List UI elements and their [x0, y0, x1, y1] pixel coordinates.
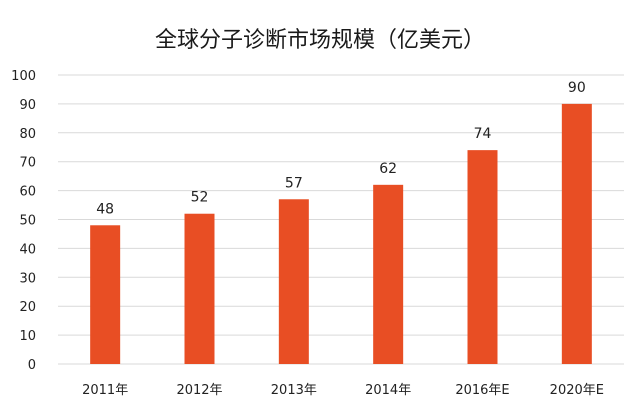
data-label: 74 — [474, 126, 492, 142]
y-tick-label: 50 — [19, 214, 36, 229]
data-label: 90 — [568, 80, 586, 96]
bar — [561, 103, 592, 365]
x-tick-label: 2020年E — [550, 383, 604, 398]
y-tick-label: 40 — [19, 242, 36, 257]
y-tick-label: 80 — [19, 127, 36, 142]
y-tick-label: 70 — [19, 156, 36, 171]
y-tick-label: 30 — [19, 271, 36, 286]
y-tick-label: 20 — [19, 300, 36, 315]
x-tick-label: 2011年 — [82, 383, 128, 398]
x-tick-label: 2012年 — [176, 383, 222, 398]
bar — [278, 199, 309, 364]
bar — [373, 184, 404, 364]
y-tick-label: 0 — [28, 358, 36, 373]
bar — [90, 225, 121, 364]
data-label: 62 — [379, 161, 397, 177]
x-tick-label: 2014年 — [365, 383, 411, 398]
x-tick-label: 2016年E — [455, 383, 509, 398]
bar — [184, 213, 215, 364]
chart-title: 全球分子诊断市场规模（亿美元） — [154, 28, 485, 53]
y-tick-label: 90 — [19, 98, 36, 113]
data-label: 52 — [191, 190, 209, 206]
bar — [467, 150, 498, 364]
data-label: 48 — [96, 201, 114, 217]
y-tick-label: 60 — [19, 185, 36, 200]
x-tick-label: 2013年 — [271, 383, 317, 398]
y-tick-label: 100 — [11, 69, 36, 84]
y-tick-label: 10 — [19, 329, 36, 344]
data-label: 57 — [285, 175, 303, 191]
